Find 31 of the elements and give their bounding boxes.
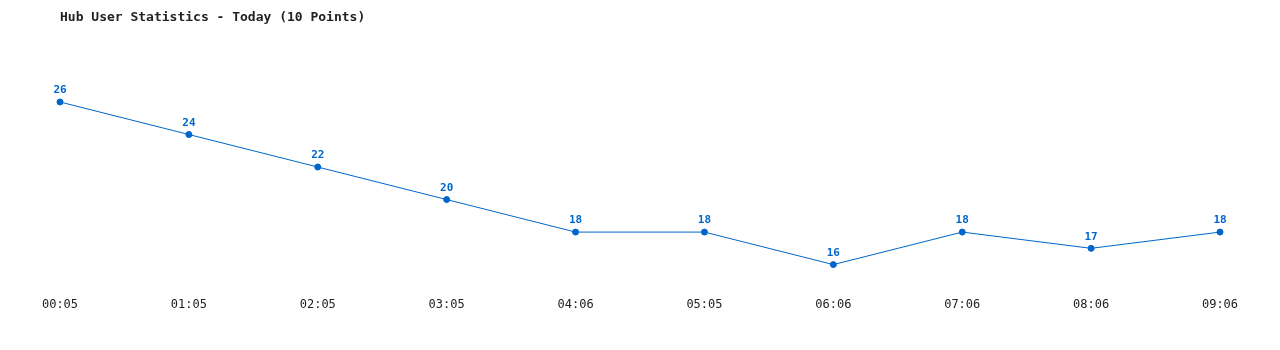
x-tick-label: 03:05 [428, 296, 465, 311]
x-tick-label: 01:05 [170, 296, 207, 311]
point [829, 261, 837, 269]
data-label: 20 [440, 180, 454, 194]
point [1216, 228, 1224, 236]
point [572, 228, 580, 236]
chart-title: Hub User Statistics - Today (10 Points) [60, 9, 366, 24]
data-label: 18 [568, 213, 583, 227]
data-label: 22 [311, 148, 325, 162]
x-tick-label: 08:06 [1073, 296, 1110, 311]
x-tick-label: 05:05 [686, 296, 723, 311]
x-tick-label: 04:06 [557, 296, 594, 311]
x-tick-label: 06:06 [815, 296, 852, 311]
point [56, 98, 64, 106]
x-tick-label: 09:06 [1201, 296, 1239, 311]
point [1087, 244, 1095, 252]
point [700, 228, 708, 236]
x-tick-label: 07:06 [944, 296, 981, 311]
data-label: 24 [182, 115, 196, 129]
data-label: 17 [1084, 229, 1098, 243]
data-label: 18 [697, 213, 712, 227]
x-tick-label: 00:05 [41, 296, 79, 311]
point [314, 163, 322, 171]
point [958, 228, 966, 236]
data-label: 16 [826, 245, 841, 259]
data-label: 18 [1213, 213, 1227, 227]
data-label: 18 [955, 213, 969, 227]
point [185, 131, 193, 139]
point [443, 196, 451, 204]
x-tick-label: 02:05 [299, 296, 336, 311]
data-label: 26 [53, 83, 67, 97]
